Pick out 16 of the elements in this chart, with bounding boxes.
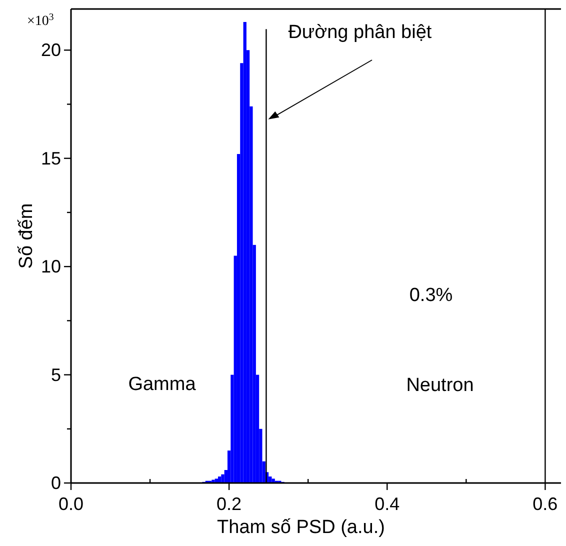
text: ×10$^{3}$ [27,12,54,29]
annotation: 0.3% [409,285,453,306]
y-tick-label: 0 [50,473,61,493]
annotation: Gamma [128,374,196,395]
x-tick-label: 0.2 [216,494,242,514]
x-tick-label: 0.4 [374,494,400,514]
y-tick-label: 5 [50,364,61,385]
annotation: Neutron [406,375,474,396]
x-tick-label: 0.0 [58,494,84,514]
x-tick-label: 0.6 [532,494,558,514]
y-tick-label: 10 [40,256,61,277]
y-tick-label: 15 [40,148,61,168]
ref-line-label: Đường phân biệt [288,22,432,43]
x-axis-title: Tham số PSD (a.u.) [217,517,385,538]
y-axis-title: Số đếm [16,203,37,269]
y-tick-label: 20 [40,40,61,60]
